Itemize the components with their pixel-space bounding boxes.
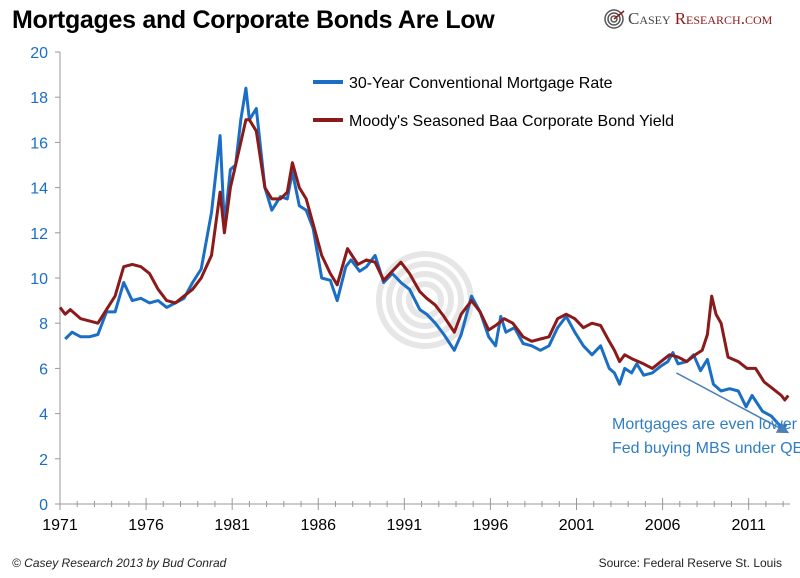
x-tick-label: 2001 — [559, 517, 595, 534]
logo-spiral-icon — [604, 9, 625, 29]
watermark-ring — [386, 261, 464, 339]
legend-label: 30-Year Conventional Mortgage Rate — [349, 75, 613, 92]
x-tick-label: 1996 — [473, 517, 509, 534]
y-tick-label: 12 — [30, 226, 48, 243]
y-tick-label: 16 — [30, 135, 48, 152]
y-tick-label: 10 — [30, 271, 48, 288]
y-tick-label: 14 — [30, 181, 48, 198]
x-tick-label: 1991 — [387, 517, 423, 534]
source-note: Source: Federal Reserve St. Louis — [598, 556, 782, 570]
annotation-arrow — [676, 372, 790, 434]
copyright-credit: © Casey Research 2013 by Bud Conrad — [12, 556, 227, 570]
x-tick-label: 2011 — [731, 517, 766, 534]
x-tick-label: 1986 — [300, 517, 336, 534]
legend-label: Moody's Seasoned Baa Corporate Bond Yiel… — [349, 113, 674, 130]
watermark-ring — [376, 251, 474, 349]
x-tick-label: 1971 — [42, 517, 78, 534]
y-tick-label: 18 — [30, 90, 48, 107]
x-tick-label: 2006 — [645, 517, 681, 534]
y-tick-label: 8 — [39, 316, 48, 333]
casey-research-logo: Casey Research.com — [603, 8, 772, 30]
y-tick-label: 0 — [39, 497, 48, 514]
y-tick-label: 20 — [30, 45, 48, 62]
logo-text-research: Research.com — [674, 9, 773, 28]
annotation-text: Fed buying MBS under QE — [612, 440, 800, 457]
chart-title: Mortgages and Corporate Bonds Are Low — [12, 6, 495, 34]
watermark-ring — [406, 281, 444, 319]
y-tick-label: 6 — [39, 361, 48, 378]
logo-text-casey: Casey — [628, 9, 671, 28]
y-tick-label: 2 — [39, 452, 48, 469]
series-line-mortgage-rate — [64, 86, 788, 429]
annotation-text: Mortgages are even lower from — [612, 416, 800, 433]
watermark-ring — [396, 271, 454, 329]
x-tick-label: 1976 — [128, 517, 164, 534]
y-tick-label: 4 — [39, 407, 48, 424]
series-line-baa-bond-yield — [58, 118, 790, 402]
x-tick-label: 1981 — [214, 517, 250, 534]
